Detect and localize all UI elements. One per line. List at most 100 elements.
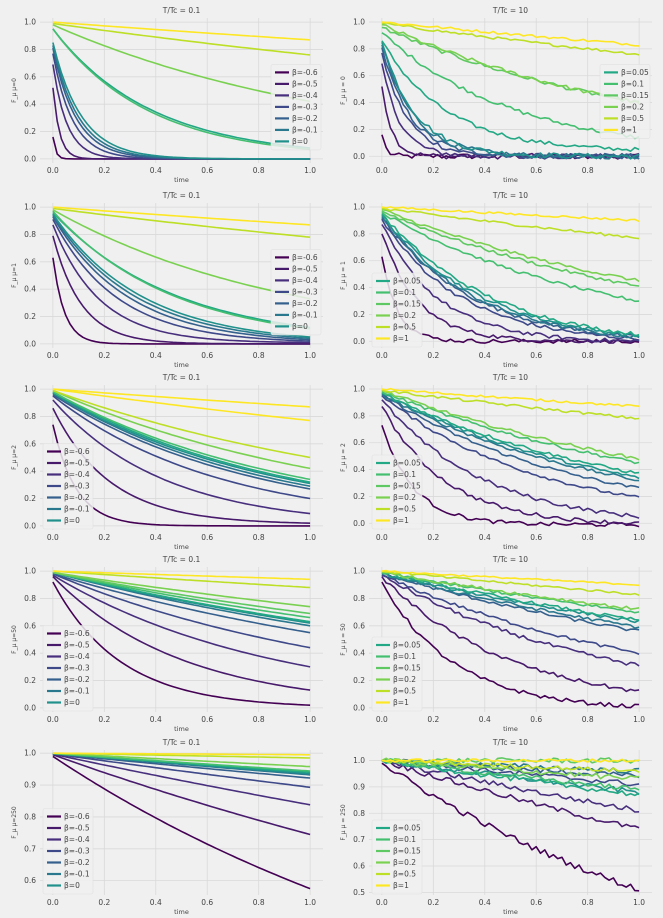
y-tick-label: 0.0 xyxy=(24,339,36,348)
x-tick-label: 0.6 xyxy=(530,166,542,175)
legend-label: β=-0.5 xyxy=(64,459,90,468)
y-tick-label: 0.0 xyxy=(24,703,36,712)
x-tick-label: 0.0 xyxy=(47,898,59,907)
x-tick-label: 0.4 xyxy=(150,351,162,360)
legend-label: β=-0.6 xyxy=(64,447,90,456)
x-tick-label: 0.2 xyxy=(427,898,439,907)
legend: β=-0.6 β=-0.5 β=-0.4 β=-0.3 β=-0.2 β=-0.1 β=0 xyxy=(270,249,322,336)
x-tick-label: 0.0 xyxy=(47,533,59,542)
subplot-8: T/Tc = 10 0.0 0.2 0.4 0.6 0.8 1.0 0.0 0.2 0.4 0.6 0… xyxy=(340,555,652,733)
x-tick-label: 1.0 xyxy=(633,898,645,907)
subplot-3: T/Tc = 0.1 0.0 0.2 0.4 0.6 0.8 1.0 0.0 0.2 0.4 0.6… xyxy=(11,191,323,369)
x-tick-label: 0.0 xyxy=(376,715,388,724)
series-line xyxy=(52,399,311,515)
legend-label: β=1 xyxy=(393,334,409,343)
series-line xyxy=(381,757,640,780)
legend-label: β=-0.1 xyxy=(292,311,318,320)
series-line xyxy=(381,206,640,223)
y-tick-label: 0.6 xyxy=(353,862,365,871)
legend-label: β=-0.3 xyxy=(292,103,318,112)
series-line xyxy=(381,214,640,338)
series-line xyxy=(381,389,640,420)
x-tick-label: 0.6 xyxy=(201,715,213,724)
series-line xyxy=(52,235,311,345)
y-tick-label: 0.4 xyxy=(353,649,365,658)
series-line xyxy=(381,23,640,105)
legend-label: β=0.15 xyxy=(393,664,421,673)
y-tick-label: 0.2 xyxy=(24,312,36,321)
x-tick-label: 0.2 xyxy=(98,166,110,175)
x-axis-label: time xyxy=(503,361,518,369)
legend-label: β=0.1 xyxy=(393,835,416,844)
series-line xyxy=(52,210,311,330)
y-tick-label: 0.2 xyxy=(353,125,365,134)
series-line xyxy=(52,571,311,615)
legend: β=0.05 β=0.1 β=0.15 β=0.2 β=0.5 β=1 xyxy=(371,819,423,895)
series-line xyxy=(52,395,311,500)
series-line xyxy=(381,22,640,56)
series-line xyxy=(52,393,311,490)
legend-label: β=-0.5 xyxy=(292,265,318,274)
x-tick-label: 0.6 xyxy=(530,351,542,360)
legend-label: β=0.5 xyxy=(393,687,416,696)
x-tick-label: 0.4 xyxy=(150,898,162,907)
legend-label: β=-0.2 xyxy=(64,858,90,867)
y-tick-label: 1.0 xyxy=(24,385,36,394)
series-line xyxy=(52,753,311,806)
y-tick-label: 0.0 xyxy=(353,337,365,346)
series-line xyxy=(52,752,311,756)
y-tick-label: 1.0 xyxy=(353,203,365,212)
series-line xyxy=(52,571,311,623)
y-tick-label: 1.0 xyxy=(353,385,365,394)
y-tick-label: 0.9 xyxy=(24,781,36,790)
series-line xyxy=(381,395,640,498)
legend-label: β=-0.2 xyxy=(64,493,90,502)
x-tick-label: 0.8 xyxy=(253,715,265,724)
subplot-title: T/Tc = 10 xyxy=(492,191,528,200)
series-line xyxy=(381,759,640,829)
legend-label: β=-0.4 xyxy=(292,91,318,100)
y-tick-label: 0.8 xyxy=(24,812,36,821)
series-line xyxy=(52,571,311,608)
x-tick-label: 0.0 xyxy=(376,351,388,360)
series-line xyxy=(381,399,640,519)
legend: β=-0.6 β=-0.5 β=-0.4 β=-0.3 β=-0.2 β=-0.1 β=0 xyxy=(42,625,94,712)
x-tick-label: 0.4 xyxy=(479,351,491,360)
y-tick-label: 0.8 xyxy=(353,44,365,53)
legend-label: β=-0.5 xyxy=(64,641,90,650)
x-axis-label: time xyxy=(503,908,518,916)
y-tick-label: 0.6 xyxy=(353,621,365,630)
series-line xyxy=(52,573,311,634)
subplot-7: T/Tc = 0.1 0.0 0.2 0.4 0.6 0.8 1.0 0.0 0.2 0.4 0.6… xyxy=(11,555,323,733)
legend-label: β=0.15 xyxy=(621,91,649,100)
subplot-title: T/Tc = 10 xyxy=(492,738,528,747)
series-line xyxy=(52,407,311,524)
series-line xyxy=(381,211,640,303)
y-tick-label: 0.4 xyxy=(353,465,365,474)
legend-label: β=0.15 xyxy=(393,482,421,491)
x-tick-label: 0.6 xyxy=(530,898,542,907)
x-tick-label: 0.8 xyxy=(253,533,265,542)
subplot-9: T/Tc = 0.1 0.0 0.2 0.4 0.6 0.8 1.0 0.6 0.7 0.8 0.9… xyxy=(11,738,323,916)
legend-label: β=0.2 xyxy=(393,493,416,502)
legend-label: β=-0.5 xyxy=(292,80,318,89)
legend-label: β=-0.1 xyxy=(292,126,318,135)
y-tick-label: 0.2 xyxy=(353,676,365,685)
x-tick-label: 0.6 xyxy=(201,166,213,175)
series-line xyxy=(52,389,311,470)
legend-label: β=0.2 xyxy=(393,311,416,320)
y-tick-label: 0.7 xyxy=(353,835,365,844)
y-tick-label: 0.2 xyxy=(24,676,36,685)
y-axis-label: F_μ μ = 1 xyxy=(340,261,347,290)
subplot-title: T/Tc = 0.1 xyxy=(162,191,201,200)
series-line xyxy=(52,209,311,300)
x-tick-label: 1.0 xyxy=(304,533,316,542)
x-tick-label: 0.0 xyxy=(376,898,388,907)
series-line xyxy=(52,388,311,422)
legend-label: β=0.5 xyxy=(393,870,416,879)
series-line xyxy=(52,753,311,789)
y-axis-label: F_μ μ=2 xyxy=(11,445,18,470)
subplot-5: T/Tc = 0.1 0.0 0.2 0.4 0.6 0.8 1.0 0.0 0.2 0.4 0.6… xyxy=(11,373,323,551)
y-tick-label: 0.4 xyxy=(24,100,36,109)
legend: β=0.05 β=0.1 β=0.15 β=0.2 β=0.5 β=1 xyxy=(371,454,423,530)
